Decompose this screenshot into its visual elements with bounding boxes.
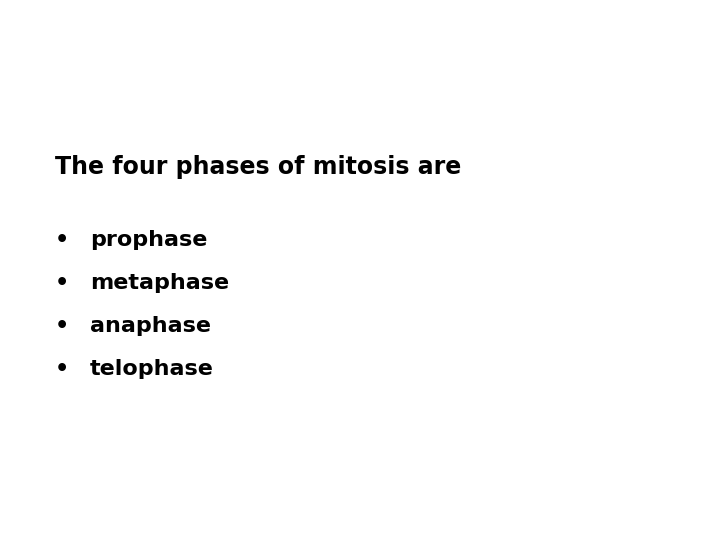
- Text: metaphase: metaphase: [90, 273, 229, 293]
- Text: The four phases of mitosis are: The four phases of mitosis are: [55, 155, 462, 179]
- Text: anaphase: anaphase: [90, 316, 211, 336]
- Text: telophase: telophase: [90, 359, 214, 379]
- Text: •: •: [55, 230, 69, 250]
- Text: prophase: prophase: [90, 230, 207, 250]
- Text: •: •: [55, 359, 69, 379]
- Text: •: •: [55, 316, 69, 336]
- Text: •: •: [55, 273, 69, 293]
